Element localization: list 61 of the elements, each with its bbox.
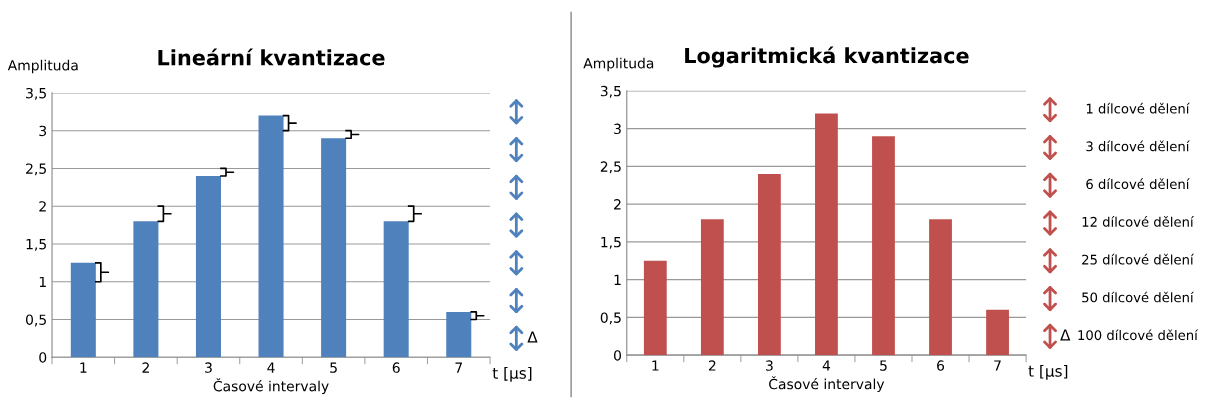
- text: 12 dílcové dělení: [1082, 216, 1194, 227]
- y-tick-label: 1: [614, 274, 621, 285]
- y-tick-label: 1: [39, 276, 46, 287]
- x-tick-label: 2: [142, 362, 149, 373]
- y-tick-label: 3,5: [26, 87, 46, 100]
- text: 25 dílcové dělení: [1082, 253, 1194, 265]
- bar: [986, 309, 1009, 356]
- x-tick-label: 4: [822, 360, 831, 371]
- y-axis-title: Amplituda: [583, 57, 654, 72]
- x-tick-label: 1: [652, 360, 659, 371]
- x-tick-label: 3: [205, 362, 212, 373]
- text: 50 dílcové dělení: [1082, 291, 1194, 303]
- text: Δ: [527, 331, 538, 343]
- text: 3 dílcové dělení: [1086, 140, 1190, 152]
- x-tick-label: 5: [880, 360, 887, 371]
- x-tick-label: 1: [80, 362, 87, 373]
- bar: [700, 219, 724, 356]
- bar: [195, 176, 221, 358]
- x-axis-title: Časové intervaly: [213, 378, 329, 395]
- y-tick-label: 2: [39, 201, 46, 212]
- x-tick-label: 4: [267, 362, 275, 373]
- text: t [µs]: [492, 367, 532, 382]
- y-tick-label: 2: [614, 199, 621, 210]
- text: 1 dílcové dělení: [1086, 102, 1190, 114]
- text: 100 dílcové dělení: [1078, 329, 1199, 341]
- y-axis-title: Amplituda: [7, 59, 78, 74]
- y-tick-label: 2,5: [600, 161, 621, 174]
- x-tick-label: 3: [766, 360, 773, 371]
- y-tick-label: 1,5: [601, 237, 621, 249]
- x-tick-label: 5: [330, 362, 337, 373]
- x-axis-title: Časové intervaly: [769, 376, 885, 393]
- bar: [872, 136, 895, 356]
- text: t [µs]: [1028, 364, 1068, 380]
- y-tick-label: 3: [39, 125, 47, 137]
- y-tick-label: 0: [39, 352, 47, 363]
- x-tick-label: 2: [708, 360, 716, 371]
- bar: [383, 221, 409, 358]
- x-tick-label: 6: [937, 360, 945, 371]
- y-tick-label: 3: [614, 123, 621, 135]
- chart-title: Lineární kvantizace: [158, 48, 385, 66]
- bar: [133, 221, 159, 358]
- bar: [643, 260, 667, 356]
- bar: [321, 138, 347, 358]
- bar: [446, 311, 472, 358]
- bar: [929, 219, 952, 356]
- y-tick-label: 1,5: [26, 239, 46, 251]
- x-tick-label: 6: [392, 362, 400, 373]
- bar: [815, 113, 838, 356]
- bar: [757, 173, 781, 356]
- bar: [258, 115, 284, 358]
- x-tick-label: 7: [455, 362, 462, 373]
- x-tick-label: 7: [994, 360, 1001, 371]
- y-tick-label: 2,5: [26, 163, 46, 176]
- y-tick-label: 0,5: [26, 314, 46, 327]
- text: Δ: [1060, 329, 1071, 341]
- y-tick-label: 3,5: [600, 85, 621, 98]
- y-tick-label: 0,5: [600, 312, 621, 325]
- y-tick-label: 0: [614, 350, 621, 361]
- chart-title: Logaritmická kvantizace: [685, 46, 969, 68]
- bar: [70, 262, 96, 358]
- text: 6 dílcové dělení: [1086, 178, 1190, 190]
